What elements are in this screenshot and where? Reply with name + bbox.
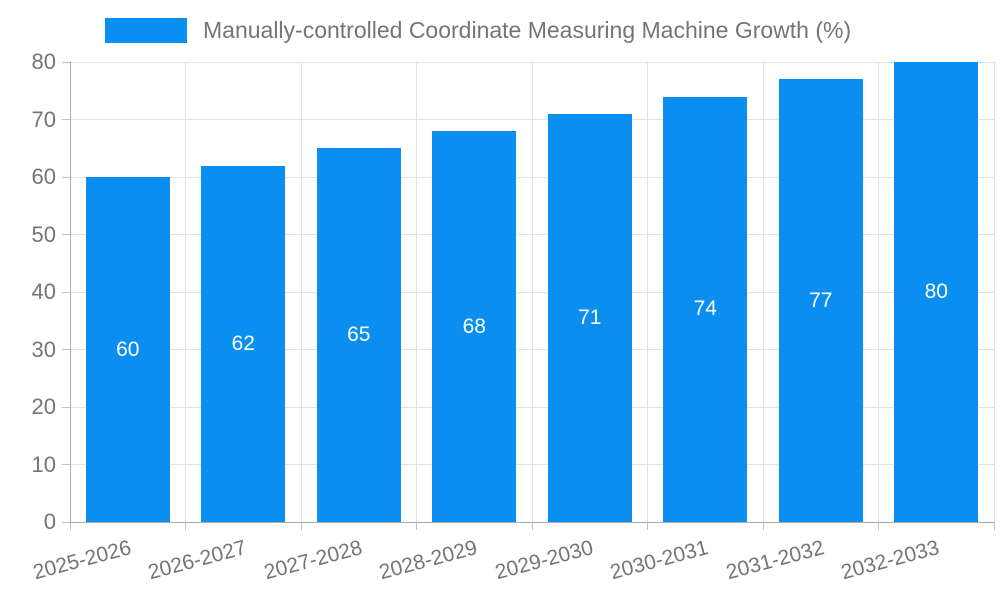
v-gridline (647, 62, 648, 522)
v-gridline (762, 62, 764, 522)
y-axis-tick (62, 176, 70, 178)
y-axis-tick (62, 234, 70, 235)
bar[interactable] (547, 113, 632, 522)
v-gridline (878, 62, 879, 522)
x-axis-tick (300, 522, 302, 530)
y-axis-tick-label: 40 (31, 279, 56, 304)
y-axis-tick (62, 291, 70, 293)
x-axis-tick (185, 522, 186, 530)
x-axis-tick (416, 522, 417, 530)
v-gridline (185, 62, 186, 522)
bar[interactable] (201, 165, 286, 522)
y-axis-tick (62, 464, 70, 465)
x-axis-line (70, 521, 994, 523)
bar[interactable] (894, 62, 979, 522)
y-axis-tick-label: 50 (31, 221, 56, 247)
y-axis-tick (62, 119, 70, 120)
bar[interactable] (778, 79, 863, 522)
bar[interactable] (85, 177, 170, 522)
v-gridline (416, 62, 417, 522)
x-axis-tick (762, 522, 764, 530)
legend-swatch-icon (105, 17, 187, 43)
bar[interactable] (432, 131, 517, 522)
v-gridline (300, 62, 302, 522)
y-axis-tick-label: 20 (31, 394, 56, 419)
v-gridline (531, 62, 533, 522)
bar[interactable] (663, 96, 748, 522)
x-axis-tick (69, 522, 71, 530)
y-axis-tick (62, 61, 70, 63)
x-axis-tick (647, 522, 648, 530)
y-axis-line (69, 62, 71, 522)
y-axis-tick (62, 406, 70, 408)
x-axis-tick (993, 522, 995, 530)
x-axis-tick (531, 522, 533, 530)
y-axis-tick (62, 521, 70, 523)
y-axis-tick (62, 349, 70, 350)
y-axis-tick-label: 70 (31, 106, 56, 132)
y-axis-tick-label: 30 (31, 336, 56, 362)
y-axis-tick-label: 10 (31, 451, 56, 477)
legend-label: Manually-controlled Coordinate Measuring… (203, 17, 852, 43)
legend[interactable]: Manually-controlled Coordinate Measuring… (105, 16, 851, 44)
v-gridline (993, 62, 995, 522)
y-axis-tick-label: 60 (31, 164, 56, 189)
y-axis-tick-label: 80 (31, 49, 56, 74)
y-axis-tick-label: 0 (43, 509, 56, 534)
x-axis-tick (878, 522, 879, 530)
bar[interactable] (316, 148, 401, 522)
